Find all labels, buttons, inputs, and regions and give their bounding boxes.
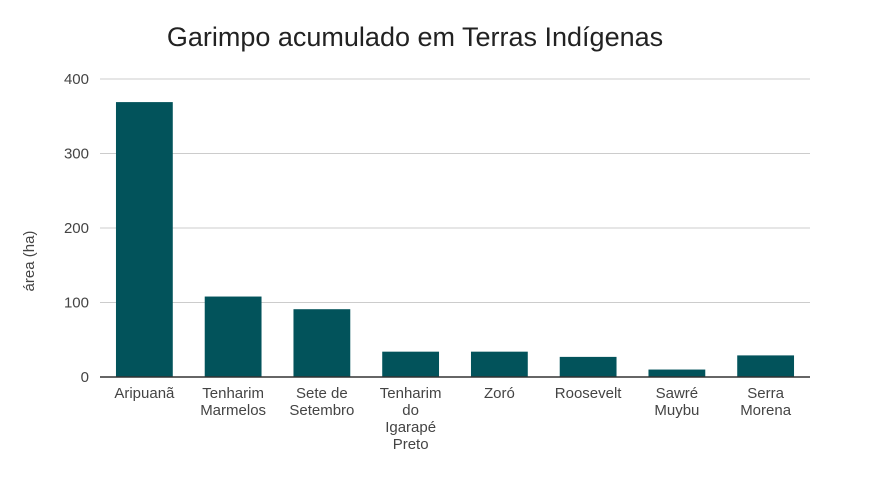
bar	[115, 102, 173, 377]
bar	[470, 351, 528, 377]
x-tick-label: Zoró	[484, 385, 515, 402]
bar	[559, 356, 617, 377]
y-axis-title: área (ha)	[21, 231, 38, 292]
bar	[382, 351, 440, 377]
x-tick-label: Tenharim Marmelos	[200, 385, 266, 419]
bar	[737, 355, 795, 377]
chart-title: Garimpo acumulado em Terras Indígenas	[166, 22, 664, 52]
x-tick-label: Roosevelt	[555, 385, 623, 402]
x-tick-label: Tenharim do Igarapé Preto	[380, 385, 442, 453]
bar	[648, 369, 706, 377]
x-tick-label: Aripuanã	[114, 385, 175, 402]
y-tick-label: 0	[81, 369, 89, 386]
y-tick-label: 100	[64, 295, 89, 312]
y-tick-label: 200	[64, 220, 89, 237]
y-tick-label: 400	[64, 71, 89, 88]
bar	[204, 296, 262, 377]
x-tick-label: Serra Morena	[740, 385, 792, 419]
bar	[293, 309, 351, 377]
x-tick-label: Sawré Muybu	[654, 385, 699, 419]
y-tick-label: 300	[64, 146, 89, 163]
x-tick-label: Sete de Setembro	[289, 385, 354, 419]
